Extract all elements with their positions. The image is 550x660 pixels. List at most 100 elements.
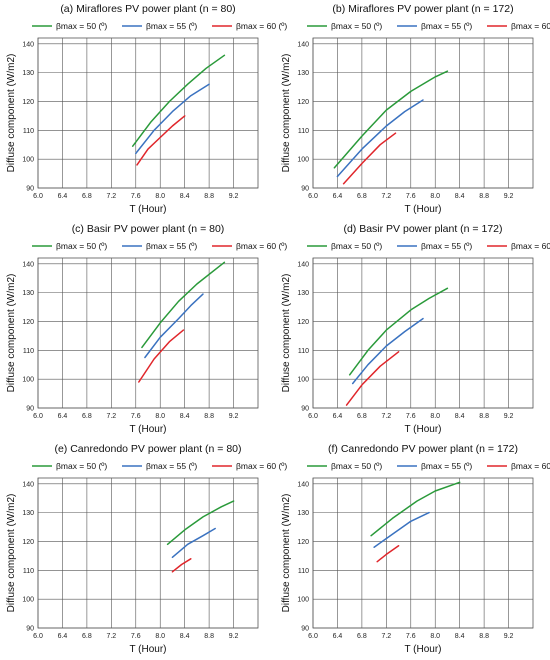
legend-label-e-3: βmax = 60 (º) [236, 461, 287, 471]
x-tick-label: 8.4 [180, 193, 190, 200]
x-tick-label: 8.0 [155, 193, 165, 200]
x-tick-label: 7.2 [106, 413, 116, 420]
chart-title-e: (e) Canredondo PV power plant (n = 80) [54, 443, 241, 455]
series-line-d-2 [351, 317, 424, 385]
chart-panel-c: (c) Basir PV power plant (n = 80) βmax = … [6, 223, 287, 435]
x-tick-label: 7.6 [131, 633, 141, 640]
y-tick-label: 140 [297, 41, 309, 48]
x-tick-label: 9.2 [504, 193, 514, 200]
chart-title-b: (b) Miraflores PV power plant (n = 172) [332, 3, 513, 15]
legend-label-a-1: βmax = 50 (º) [56, 21, 107, 31]
x-tick-label: 8.8 [204, 193, 214, 200]
x-tick-label: 8.0 [430, 633, 440, 640]
legend-label-f-1: βmax = 50 (º) [331, 461, 382, 471]
legend-label-d-1: βmax = 50 (º) [331, 241, 382, 251]
x-tick-label: 6.8 [82, 413, 92, 420]
legend-label-d-2: βmax = 55 (º) [421, 241, 472, 251]
y-tick-label: 110 [298, 348, 309, 355]
y-tick-label: 100 [297, 157, 309, 164]
y-tick-label: 100 [297, 597, 309, 604]
legend-label-a-3: βmax = 60 (º) [236, 21, 287, 31]
y-tick-label: 120 [22, 319, 34, 326]
series-line-c-2 [144, 293, 204, 359]
y-axis-label-e: Diffuse component (W/m2) [6, 494, 17, 613]
grid-b [312, 38, 533, 189]
x-tick-label: 8.8 [479, 633, 489, 640]
y-axis-label-d: Diffuse component (W/m2) [281, 274, 292, 393]
x-tick-label: 6.0 [33, 193, 43, 200]
legend-label-c-1: βmax = 50 (º) [56, 241, 107, 251]
x-tick-label: 9.2 [504, 633, 514, 640]
x-tick-label: 7.2 [381, 413, 391, 420]
series-line-e-1 [166, 500, 235, 546]
chart-panel-e: (e) Canredondo PV power plant (n = 80) βm… [6, 443, 287, 655]
y-tick-label: 110 [23, 128, 34, 135]
x-tick-label: 7.2 [381, 633, 391, 640]
legend-label-f-2: βmax = 55 (º) [421, 461, 472, 471]
y-tick-label: 130 [22, 510, 34, 517]
x-axis-label-a: T (Hour) [129, 204, 166, 215]
series-line-f-1 [370, 481, 461, 537]
legend-label-b-3: βmax = 60 (º) [511, 21, 550, 31]
y-tick-label: 110 [298, 568, 309, 575]
x-axis-label-e: T (Hour) [129, 644, 166, 655]
x-tick-label: 9.2 [229, 413, 239, 420]
y-tick-label: 90 [26, 406, 34, 413]
x-tick-label: 6.0 [308, 413, 318, 420]
legend-label-b-1: βmax = 50 (º) [331, 21, 382, 31]
x-tick-label: 8.4 [455, 633, 465, 640]
x-tick-label: 7.6 [131, 413, 141, 420]
x-tick-label: 6.0 [308, 193, 318, 200]
x-tick-label: 8.8 [204, 413, 214, 420]
y-axis-label-b: Diffuse component (W/m2) [281, 54, 292, 173]
series-line-b-2 [336, 99, 424, 178]
x-tick-label: 6.8 [82, 193, 92, 200]
x-tick-label: 7.6 [406, 193, 416, 200]
plot-frame-e [37, 477, 259, 629]
x-tick-label: 8.8 [479, 413, 489, 420]
chart-title-d: (d) Basir PV power plant (n = 172) [343, 223, 502, 235]
legend-label-c-3: βmax = 60 (º) [236, 241, 287, 251]
y-tick-label: 130 [22, 290, 34, 297]
x-tick-label: 6.8 [82, 633, 92, 640]
x-axis-label-d: T (Hour) [404, 424, 441, 435]
legend-label-b-2: βmax = 55 (º) [421, 21, 472, 31]
y-tick-label: 110 [23, 348, 34, 355]
y-axis-label-f: Diffuse component (W/m2) [281, 494, 292, 613]
y-tick-label: 90 [301, 406, 309, 413]
series-line-b-1 [333, 70, 449, 169]
y-tick-label: 120 [297, 99, 309, 106]
x-tick-label: 6.8 [357, 413, 367, 420]
series-line-e-2 [171, 527, 216, 559]
x-tick-label: 8.8 [204, 633, 214, 640]
x-tick-label: 6.0 [308, 633, 318, 640]
y-tick-label: 130 [297, 510, 309, 517]
chart-panel-f: (f) Canredondo PV power plant (n = 172) β… [281, 443, 550, 655]
y-tick-label: 90 [26, 186, 34, 193]
grid-e [37, 478, 258, 629]
series-line-a-2 [135, 83, 210, 155]
grid-a [37, 38, 258, 189]
x-tick-label: 8.4 [455, 193, 465, 200]
x-tick-label: 8.0 [430, 413, 440, 420]
chart-title-f: (f) Canredondo PV power plant (n = 172) [328, 443, 518, 455]
y-tick-label: 130 [297, 70, 309, 77]
x-tick-label: 6.8 [357, 193, 367, 200]
series-line-c-1 [141, 261, 226, 349]
x-tick-label: 8.4 [455, 413, 465, 420]
x-tick-label: 8.4 [180, 413, 190, 420]
chart-panel-b: (b) Miraflores PV power plant (n = 172) β… [281, 3, 550, 215]
x-tick-label: 7.6 [406, 633, 416, 640]
x-tick-label: 6.4 [333, 413, 343, 420]
legend-label-a-2: βmax = 55 (º) [146, 21, 197, 31]
x-tick-label: 8.0 [155, 633, 165, 640]
y-tick-label: 90 [301, 626, 309, 633]
y-axis-label-c: Diffuse component (W/m2) [6, 274, 17, 393]
x-tick-label: 7.6 [131, 193, 141, 200]
x-tick-label: 6.4 [333, 633, 343, 640]
legend-label-e-2: βmax = 55 (º) [146, 461, 197, 471]
series-line-f-3 [376, 545, 400, 563]
y-tick-label: 90 [301, 186, 309, 193]
x-tick-label: 9.2 [229, 193, 239, 200]
